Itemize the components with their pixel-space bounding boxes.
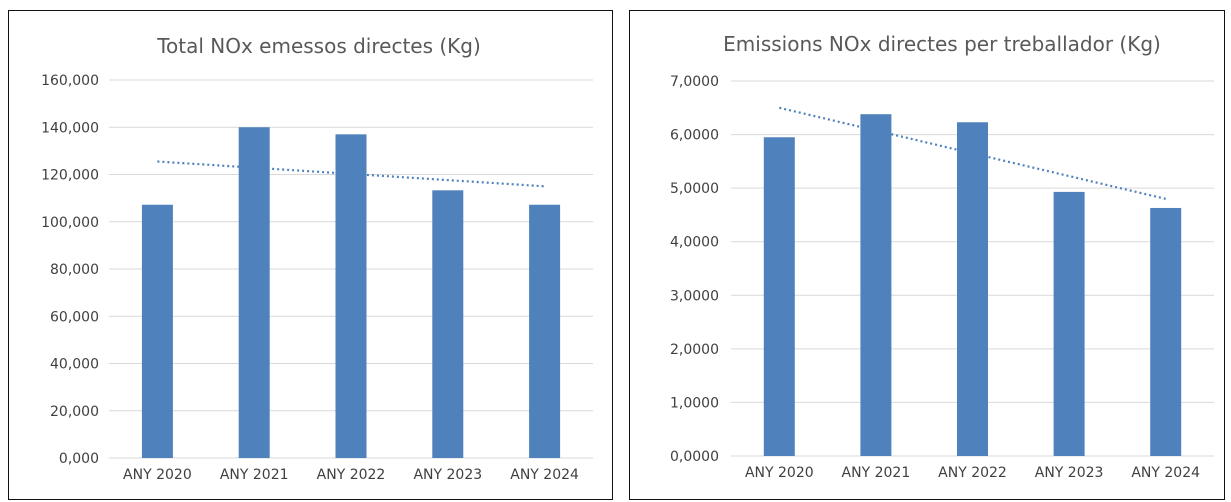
y-tick-label: 3,0000: [670, 288, 719, 304]
y-tick-label: 0,000: [59, 451, 99, 467]
y-tick-label: 140,000: [41, 120, 99, 136]
x-tick-label: ANY 2021: [220, 467, 289, 483]
chart-total-nox: Total NOx emessos directes (Kg) 0,000 20,…: [41, 34, 593, 483]
y-tick-label: 20,000: [50, 404, 99, 420]
y-tick-label: 60,000: [50, 309, 99, 325]
y-tick-label: 1,0000: [670, 395, 719, 411]
bar: [763, 137, 795, 456]
bar: [1150, 207, 1182, 456]
y-tick-label: 2,0000: [670, 342, 719, 358]
chart-title: Total NOx emessos directes (Kg): [156, 34, 481, 58]
bar: [529, 204, 561, 458]
x-tick-label: ANY 2022: [938, 465, 1007, 481]
x-tick-label: ANY 2023: [413, 467, 482, 483]
bar: [238, 127, 270, 458]
x-tick-label: ANY 2020: [123, 467, 192, 483]
chart-panel-total-nox: Total NOx emessos directes (Kg) 0,000 20,…: [8, 10, 613, 500]
x-tick-label: ANY 2023: [1035, 465, 1104, 481]
x-tick-label: ANY 2021: [842, 465, 911, 481]
x-tick-label: ANY 2022: [317, 467, 386, 483]
trendline: [779, 106, 1166, 200]
y-tick-label: 40,000: [50, 357, 99, 373]
chart-nox-per-worker: Emissions NOx directes per treballador (…: [670, 32, 1214, 481]
bar: [1053, 191, 1085, 456]
chart-panel-nox-per-worker: Emissions NOx directes per treballador (…: [629, 10, 1225, 500]
bar: [335, 134, 367, 458]
y-tick-label: 80,000: [50, 262, 99, 278]
y-tick-label: 100,000: [41, 215, 99, 231]
y-tick-label: 160,000: [41, 73, 99, 89]
x-tick-label: ANY 2024: [1131, 465, 1200, 481]
bar: [957, 122, 988, 456]
bar: [432, 190, 464, 459]
y-tick-label: 6,0000: [670, 128, 719, 144]
y-tick-label: 7,0000: [670, 74, 719, 90]
chart-title: Emissions NOx directes per treballador (…: [723, 32, 1161, 56]
x-tick-label: ANY 2020: [745, 465, 814, 481]
bar: [860, 114, 892, 456]
bar: [141, 204, 173, 458]
y-tick-label: 0,0000: [670, 449, 719, 465]
x-tick-label: ANY 2024: [510, 467, 579, 483]
y-tick-label: 4,0000: [670, 235, 719, 251]
y-tick-label: 5,0000: [670, 181, 719, 197]
y-tick-label: 120,000: [41, 168, 99, 184]
